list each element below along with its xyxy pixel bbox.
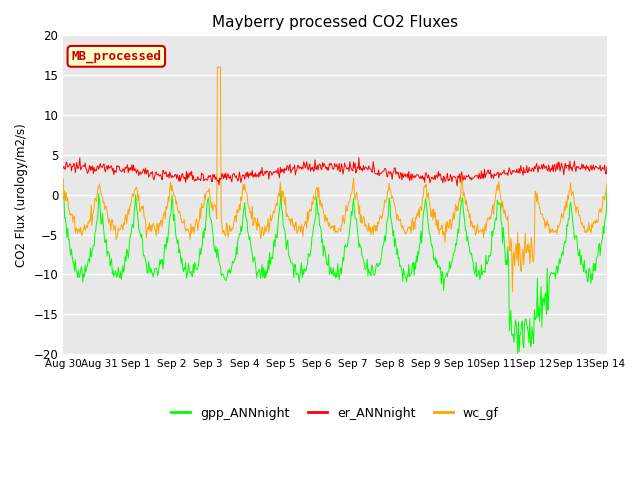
Title: Mayberry processed CO2 Fluxes: Mayberry processed CO2 Fluxes	[212, 15, 458, 30]
Legend: gpp_ANNnight, er_ANNnight, wc_gf: gpp_ANNnight, er_ANNnight, wc_gf	[166, 402, 504, 425]
Y-axis label: CO2 Flux (urology/m2/s): CO2 Flux (urology/m2/s)	[15, 123, 28, 266]
Text: MB_processed: MB_processed	[71, 49, 161, 63]
